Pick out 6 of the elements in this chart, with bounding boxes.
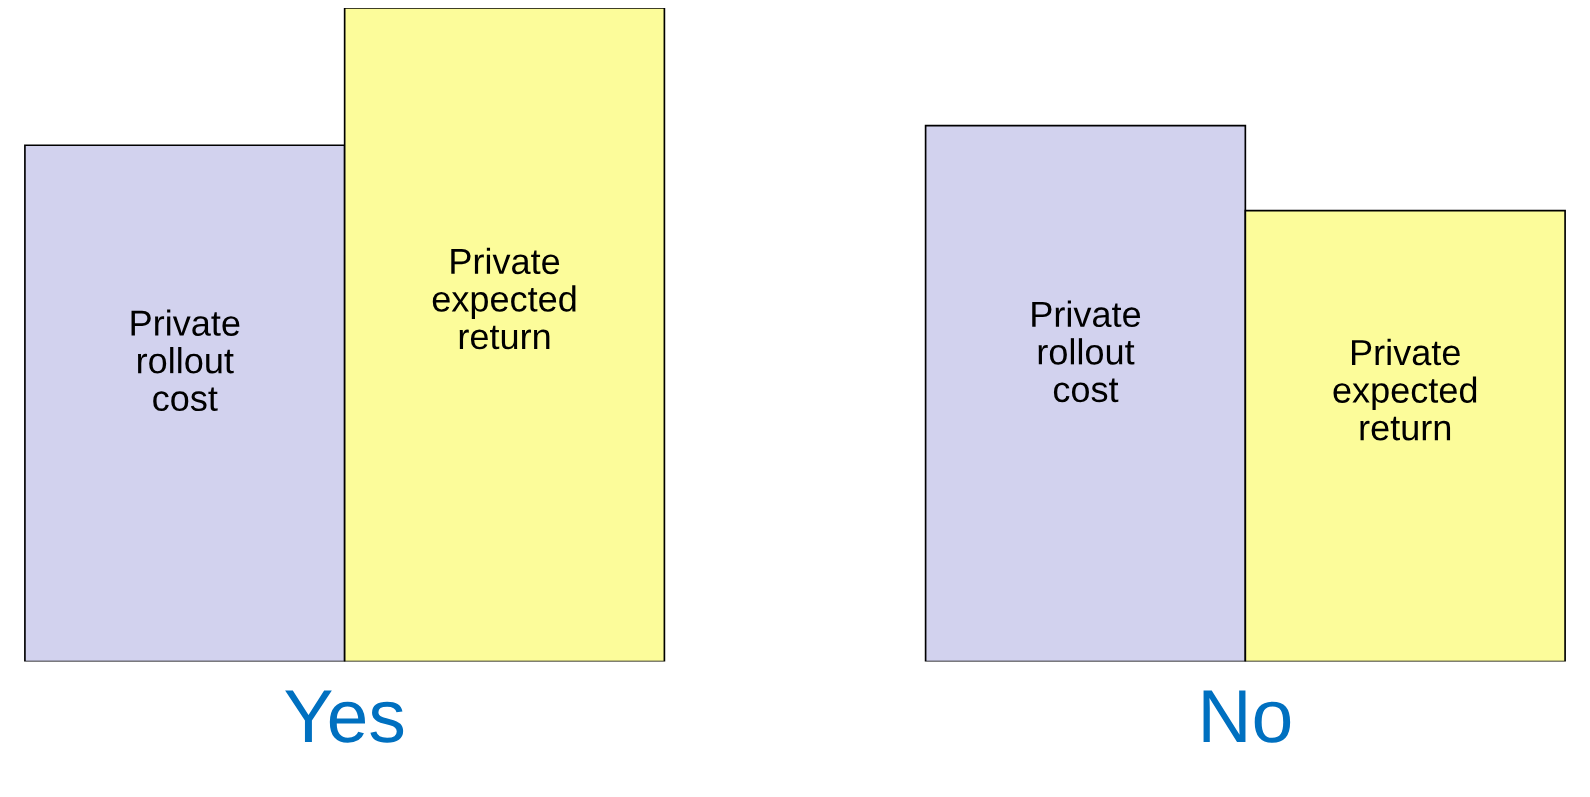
- x-tick-label: Yes: [285, 690, 404, 743]
- series-label: Private rollout cost: [131, 309, 240, 412]
- text: Private rollout cost: [1032, 300, 1141, 403]
- series-label: Private expected return: [1333, 338, 1477, 441]
- x-tick-label: No: [1203, 690, 1291, 743]
- text: Private expected return: [432, 247, 576, 350]
